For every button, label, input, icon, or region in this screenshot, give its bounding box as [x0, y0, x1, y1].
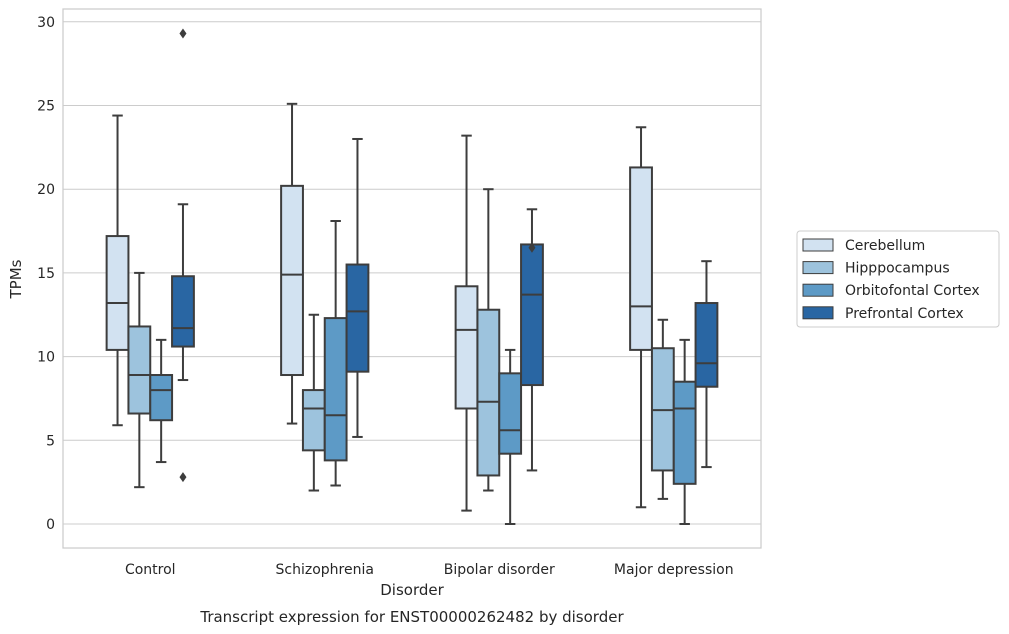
box-body [323, 317, 348, 462]
box-body [520, 243, 544, 387]
box-3-2 [520, 208, 544, 472]
box-body [149, 374, 174, 422]
legend-items: Cerebellum Hipppocampus Orbitofontal Corte… [802, 238, 980, 322]
box-groups [105, 28, 719, 525]
box-3-3 [694, 260, 719, 469]
box-body [694, 302, 719, 388]
legend-swatch [802, 306, 834, 320]
box-0-2 [454, 134, 479, 512]
box-body [301, 389, 326, 452]
x-tick-1: Schizophrenia [276, 562, 374, 578]
box-body [105, 235, 130, 351]
box-body [476, 308, 501, 477]
plot-frame [62, 8, 762, 549]
legend-label: Hipppocampus [845, 261, 950, 277]
outlier-point [179, 472, 187, 483]
box-1-1 [301, 313, 326, 492]
legend-swatch [802, 238, 834, 252]
legend-label: Orbitofontal Cortex [845, 283, 980, 299]
y-tick-30: 30 [37, 15, 55, 31]
box-2-2 [498, 348, 523, 525]
box-2-3 [672, 338, 697, 525]
box-body [280, 184, 304, 377]
y-tick-20: 20 [37, 182, 55, 198]
y-tick-10: 10 [37, 350, 55, 366]
box-2-0 [149, 338, 174, 464]
legend-item-2: Orbitofontal Cortex [802, 283, 980, 299]
chart-title: Transcript expression for ENST0000026248… [199, 608, 624, 626]
box-3-0 [171, 28, 195, 483]
outlier-point [179, 28, 187, 39]
legend-item-3: Prefrontal Cortex [802, 306, 964, 322]
x-axis-label: Disorder [380, 581, 444, 599]
y-tick-25: 25 [37, 99, 55, 115]
box-body [672, 380, 697, 485]
outlier-point [528, 242, 536, 253]
box-body [345, 263, 370, 373]
y-tick-0: 0 [46, 517, 55, 533]
legend-swatch [802, 261, 834, 275]
y-axis-label: TPMs [7, 259, 25, 299]
legend: Cerebellum Hipppocampus Orbitofontal Corte… [796, 230, 1000, 328]
box-body [498, 372, 523, 455]
x-tick-2: Bipolar disorder [444, 562, 555, 578]
box-0-3 [629, 126, 653, 509]
gridlines [63, 21, 761, 525]
legend-label: Cerebellum [845, 238, 925, 254]
box-body [454, 285, 479, 410]
y-tick-5: 5 [46, 433, 55, 449]
box-1-2 [476, 188, 501, 492]
legend-item-1: Hipppocampus [802, 261, 950, 277]
x-tick-0: Control [125, 562, 176, 578]
box-body [127, 325, 152, 415]
y-tick-15: 15 [37, 266, 55, 282]
box-body [171, 275, 195, 348]
legend-frame [796, 230, 1000, 328]
box-body [629, 166, 653, 351]
legend-swatch [802, 283, 834, 297]
box-1-3 [650, 318, 675, 500]
box-1-0 [127, 271, 152, 489]
x-tick-3: Major depression [614, 562, 734, 578]
legend-label: Prefrontal Cortex [845, 306, 964, 322]
box-0-1 [280, 102, 304, 425]
x-tick-labels: Control Schizophrenia Bipolar disorder Majo… [125, 562, 734, 578]
box-3-1 [345, 137, 370, 438]
y-tick-labels: 0 5 10 15 20 25 30 [37, 15, 55, 533]
box-0-0 [105, 114, 130, 427]
legend-item-0: Cerebellum [802, 238, 925, 254]
box-2-1 [323, 220, 348, 487]
